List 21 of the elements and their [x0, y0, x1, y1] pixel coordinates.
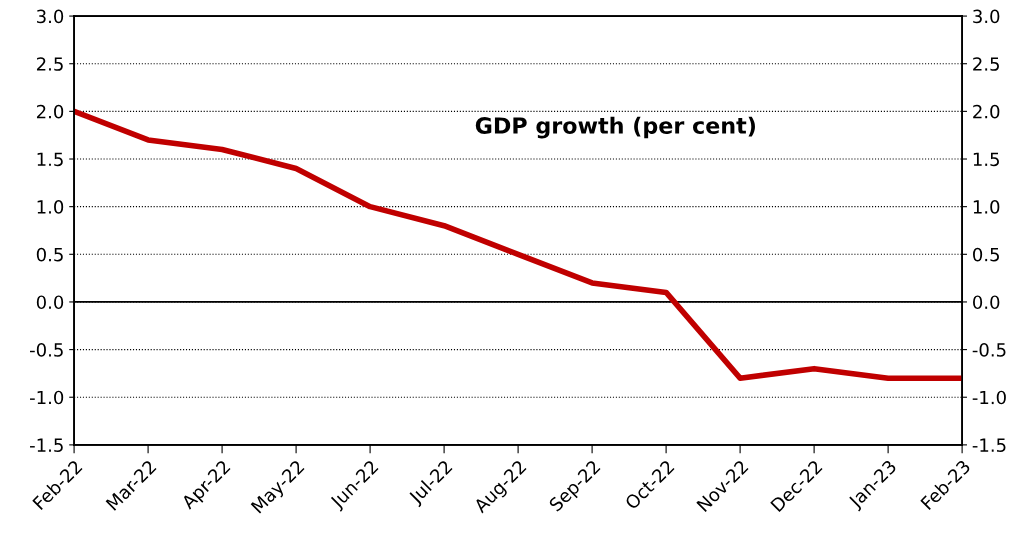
y2-tick-label: 1.5 [973, 152, 999, 167]
y-tick-label: -1.0 [30, 390, 64, 405]
y-tick-label: 3.0 [37, 9, 64, 24]
text: GDP growth (per cent) [475, 116, 755, 139]
y2-tick-label: -0.5 [972, 343, 1006, 357]
y2-tick-label: 2.5 [973, 57, 999, 71]
y2-tick-label: 0.0 [973, 295, 1000, 310]
y-tick-label: 0.0 [36, 295, 64, 310]
y-tick-label: -0.5 [30, 343, 63, 357]
y-tick-label: 2.5 [36, 57, 63, 71]
y2-tick-label: 0.5 [973, 247, 999, 262]
y-tick-label: 0.5 [36, 247, 63, 262]
y-tick-label: -1.5 [30, 438, 63, 452]
y2-tick-label: 2.0 [973, 104, 1000, 119]
y2-tick-label: -1.0 [972, 390, 1006, 405]
y-tick-label: 1.5 [37, 152, 63, 167]
y2-tick-label: -1.5 [972, 438, 1006, 452]
y-tick-label: 1.0 [37, 200, 64, 214]
y2-tick-label: 3.0 [973, 9, 1000, 24]
y2-tick-label: 1.0 [973, 200, 1000, 214]
y-tick-label: 2.0 [36, 104, 64, 119]
